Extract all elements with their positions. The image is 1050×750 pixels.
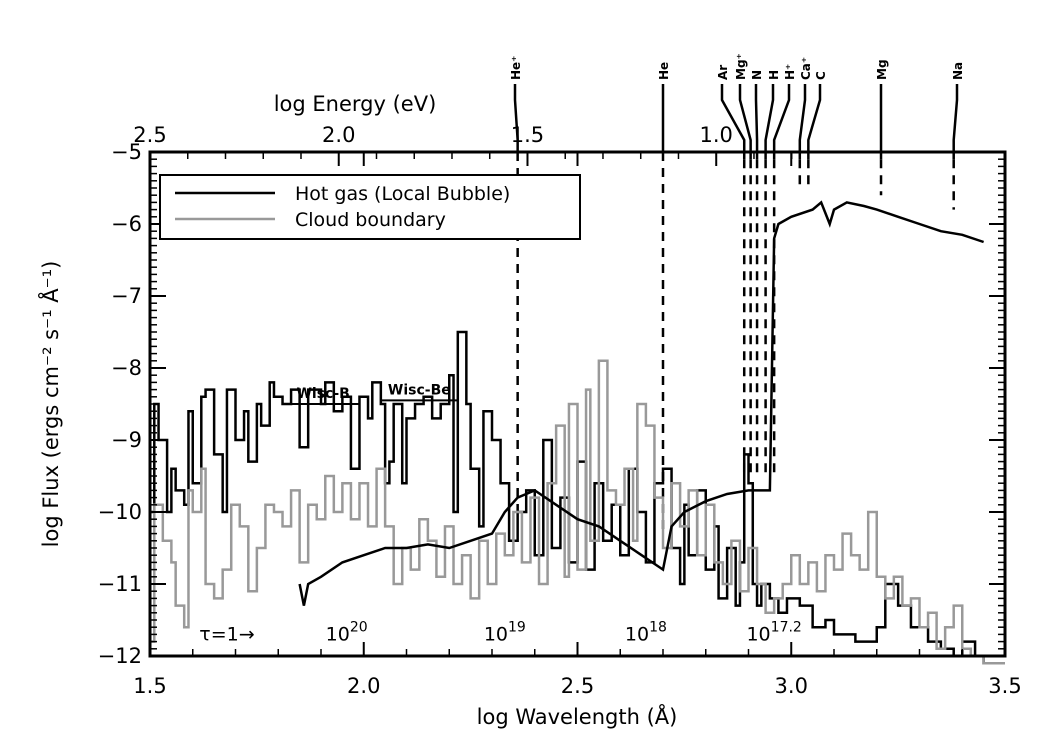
top-axis-title: log Energy (eV) [274,92,437,116]
column-density-label: 1020 [326,619,368,645]
ion-edge-label: He⁺ [509,55,523,80]
wisc-label: Wisc-Be [388,382,451,398]
x-tick-label: 2.5 [561,674,594,698]
ion-edge-leader [807,84,822,160]
x-tick-label: 1.5 [133,674,166,698]
wisc-label: Wisc-B [296,386,349,402]
legend: Hot gas (Local Bubble) Cloud boundary [159,174,581,240]
ion-edge-leader [738,84,752,160]
ion-edge-leader [720,84,746,160]
top-tick-label: 2.5 [133,123,166,147]
ion-edge-label: N [750,70,764,80]
series-layer [150,200,1005,665]
ion-edge-leader [764,84,775,160]
ion-edge-label: Mg⁺ [734,53,748,80]
axis-layer: 1.5 2.0 2.5 3.0 3.5−12−11−10−9−8−7−6−52.5 2.0… [98,123,1022,698]
top-tick-label: 1.5 [511,123,544,147]
y-tick-label: −11 [98,572,142,596]
y-tick-label: −8 [111,356,142,380]
ion-edge-leader [772,84,791,160]
y-tick-label: −9 [111,428,142,452]
top-tick-label: 1.0 [700,123,733,147]
y-tick-label: −12 [98,644,142,668]
column-density-label: 1017.2 [746,619,801,645]
column-density-label: 1018 [625,619,667,645]
series-smooth-spectrum-line [298,200,985,606]
series-cloud-boundary-line [150,359,1005,665]
tau-label: τ=1→ [199,623,254,645]
column-density-exponent: 19 [508,619,526,635]
ion-edge-layer: He⁺ He Ar Mg⁺ N H H⁺ Ca⁺ C Mg Na [509,53,965,534]
y-tick-label: −10 [98,500,142,524]
x-tick-label: 2.0 [347,674,380,698]
column-density-exponent: 18 [649,619,667,635]
y-axis-title: log Flux (ergs cm⁻² s⁻¹ Å⁻¹) [37,261,63,548]
legend-label-hot-gas: Hot gas (Local Bubble) [295,183,510,205]
ion-edge-label: Mg [875,59,889,80]
ion-edge-label: H [767,70,781,80]
ion-edge-leader [513,84,519,152]
column-density-exponent: 20 [350,619,368,635]
x-tick-label: 3.0 [775,674,808,698]
legend-box [159,174,581,240]
annotation-layer: Wisc-B Wisc-Be τ=1→ 1020 1019 1018 1017.2 [199,382,802,645]
legend-label-cloud-boundary: Cloud boundary [295,209,446,231]
y-tick-label: −5 [111,140,142,164]
column-density-label: 1019 [484,619,526,645]
ion-edge-label: Ca⁺ [799,57,813,80]
ion-edge-label: C [814,71,828,80]
ion-edge-label: H⁺ [783,64,797,80]
ion-edge-label: Na [951,62,965,80]
ion-edge-label: He [657,62,671,80]
top-tick-label: 2.0 [322,123,355,147]
plot-frame [148,150,1007,658]
ion-edge-leader [798,84,807,160]
ion-edge-leader [952,84,959,160]
x-axis-title: log Wavelength (Å) [477,703,678,729]
x-tick-label: 3.5 [988,674,1021,698]
ion-edge-leader [754,84,759,160]
ion-edge-label: Ar [716,65,730,80]
y-tick-label: −6 [111,212,142,236]
column-density-exponent: 17.2 [771,619,802,635]
y-tick-label: −7 [111,284,142,308]
